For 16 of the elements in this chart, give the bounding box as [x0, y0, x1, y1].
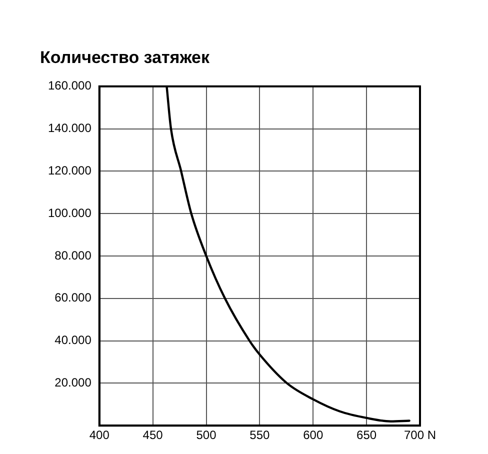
y-tick-label: 20.000: [54, 376, 92, 390]
y-tick-label: 160.000: [48, 78, 92, 93]
x-tick-label: 700 N: [404, 428, 436, 442]
x-tick-label: 450: [142, 428, 164, 442]
x-tick-label: 400: [89, 428, 110, 442]
x-tick-label: 550: [250, 428, 270, 442]
y-tick-label: 60.000: [54, 290, 92, 305]
y-tick-label: 120.000: [48, 164, 92, 178]
y-tick-label: 100.000: [48, 206, 92, 220]
x-tick-label: 600: [303, 428, 324, 442]
x-tick-label: 650: [356, 428, 377, 442]
y-tick-label: 80.000: [54, 248, 92, 262]
y-tick-label: 40.000: [54, 333, 92, 348]
y-tick-label: 140.000: [48, 121, 92, 136]
chart-title: Количество затяжек: [40, 48, 210, 67]
x-tick-label: 500: [196, 428, 217, 442]
